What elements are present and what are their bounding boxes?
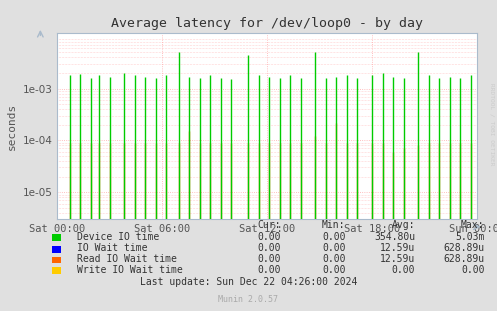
Text: 12.59u: 12.59u bbox=[380, 254, 415, 264]
Text: Read IO Wait time: Read IO Wait time bbox=[77, 254, 177, 264]
Text: 0.00: 0.00 bbox=[322, 232, 345, 242]
Text: 628.89u: 628.89u bbox=[443, 243, 485, 253]
Text: 628.89u: 628.89u bbox=[443, 254, 485, 264]
Text: IO Wait time: IO Wait time bbox=[77, 243, 148, 253]
Text: Write IO Wait time: Write IO Wait time bbox=[77, 265, 183, 275]
Text: Device IO time: Device IO time bbox=[77, 232, 159, 242]
Title: Average latency for /dev/loop0 - by day: Average latency for /dev/loop0 - by day bbox=[111, 17, 423, 30]
Text: Munin 2.0.57: Munin 2.0.57 bbox=[219, 295, 278, 304]
Text: 0.00: 0.00 bbox=[257, 254, 281, 264]
Text: 0.00: 0.00 bbox=[461, 265, 485, 275]
Text: 0.00: 0.00 bbox=[257, 232, 281, 242]
Text: 5.03m: 5.03m bbox=[455, 232, 485, 242]
Text: 0.00: 0.00 bbox=[322, 243, 345, 253]
Text: Cur:: Cur: bbox=[257, 220, 281, 230]
Text: 0.00: 0.00 bbox=[322, 265, 345, 275]
Text: RRDTOOL / TOBI OETIKER: RRDTOOL / TOBI OETIKER bbox=[490, 83, 495, 166]
Text: 0.00: 0.00 bbox=[322, 254, 345, 264]
Text: Last update: Sun Dec 22 04:26:00 2024: Last update: Sun Dec 22 04:26:00 2024 bbox=[140, 277, 357, 287]
Text: 0.00: 0.00 bbox=[392, 265, 415, 275]
Text: 12.59u: 12.59u bbox=[380, 243, 415, 253]
Text: Max:: Max: bbox=[461, 220, 485, 230]
Text: 354.80u: 354.80u bbox=[374, 232, 415, 242]
Text: Min:: Min: bbox=[322, 220, 345, 230]
Text: 0.00: 0.00 bbox=[257, 243, 281, 253]
Y-axis label: seconds: seconds bbox=[7, 102, 17, 150]
Text: Avg:: Avg: bbox=[392, 220, 415, 230]
Text: 0.00: 0.00 bbox=[257, 265, 281, 275]
